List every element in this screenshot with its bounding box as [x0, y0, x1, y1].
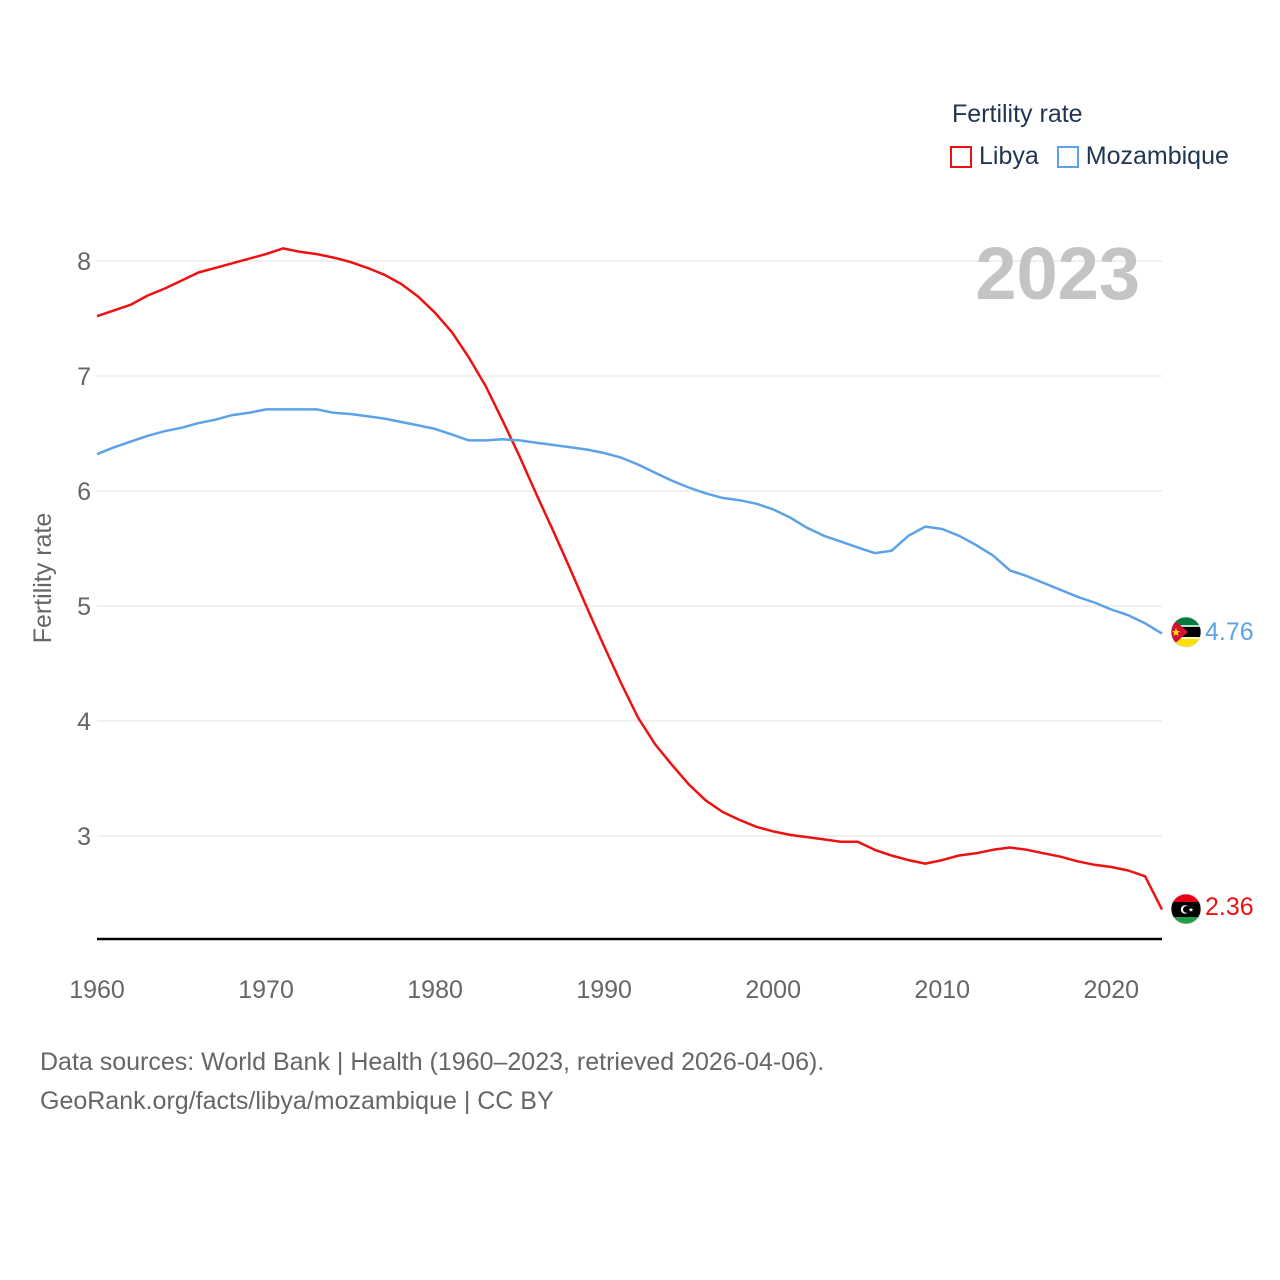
- series-lines: [96, 247, 1164, 911]
- x-tick-label-2010: 2010: [914, 976, 970, 1004]
- libya-flag-icon: [1171, 894, 1201, 924]
- y-tick-label-8: 8: [77, 248, 91, 276]
- series-line-libya[interactable]: [96, 247, 1164, 911]
- source-line-1: Data sources: World Bank | Health (1960–…: [40, 1048, 825, 1076]
- mozambique-end-value: 4.76: [1205, 618, 1254, 646]
- grid-lines: [97, 260, 1162, 837]
- legend-label-libya: Libya: [979, 142, 1039, 170]
- x-tick-label-1980: 1980: [407, 976, 463, 1004]
- y-tick-label-3: 3: [77, 823, 91, 851]
- x-tick-label-2020: 2020: [1083, 976, 1139, 1004]
- legend-item-libya[interactable]: Libya: [950, 142, 1039, 171]
- legend-item-mozambique[interactable]: Mozambique: [1056, 142, 1229, 171]
- legend-label-mozambique: Mozambique: [1085, 142, 1229, 170]
- x-tick-label-1970: 1970: [238, 976, 294, 1004]
- y-axis-title: Fertility rate: [29, 513, 57, 644]
- x-axis-ticks: 1960 1970 1980 1990 2000 2010 2020: [69, 976, 1139, 1004]
- y-axis-ticks: 3 4 5 6 7 8: [77, 248, 91, 851]
- legend: Libya Mozambique: [950, 142, 1229, 171]
- legend-title: Fertility rate: [952, 100, 1083, 128]
- x-tick-label-1960: 1960: [69, 976, 125, 1004]
- legend-swatch-libya: [950, 145, 972, 168]
- source-note: Data sources: World Bank | Health (1960–…: [40, 1043, 824, 1121]
- y-tick-label-5: 5: [77, 593, 91, 621]
- x-tick-label-1990: 1990: [576, 976, 632, 1004]
- mozambique-flag-icon: [1171, 617, 1201, 647]
- y-tick-label-7: 7: [77, 363, 91, 391]
- series-line-mozambique[interactable]: [96, 408, 1163, 635]
- year-label: 2023: [975, 232, 1140, 315]
- y-tick-label-6: 6: [77, 478, 91, 506]
- source-line-2[interactable]: GeoRank.org/facts/libya/mozambique | CC …: [40, 1087, 554, 1115]
- libya-end-value: 2.36: [1205, 893, 1254, 921]
- y-tick-label-4: 4: [77, 708, 91, 736]
- legend-swatch-mozambique: [1056, 145, 1079, 168]
- x-tick-label-2000: 2000: [745, 976, 801, 1004]
